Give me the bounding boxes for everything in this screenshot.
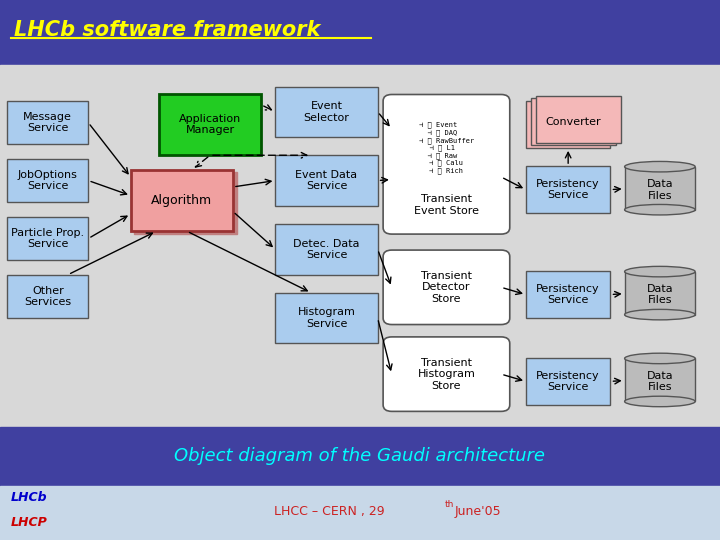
- FancyBboxPatch shape: [131, 170, 233, 231]
- Text: LHCb software framework: LHCb software framework: [14, 19, 321, 40]
- Text: Event Data
Service: Event Data Service: [295, 170, 358, 191]
- Text: Persistency
Service: Persistency Service: [536, 284, 600, 305]
- FancyBboxPatch shape: [526, 101, 611, 148]
- Text: Data
Files: Data Files: [647, 179, 673, 200]
- Text: Detec. Data
Service: Detec. Data Service: [293, 239, 360, 260]
- FancyBboxPatch shape: [7, 159, 89, 202]
- FancyBboxPatch shape: [275, 293, 377, 343]
- FancyBboxPatch shape: [383, 337, 510, 411]
- Text: Data
Files: Data Files: [647, 371, 673, 393]
- Text: LHCP: LHCP: [11, 516, 48, 530]
- FancyBboxPatch shape: [526, 358, 611, 405]
- Text: Transient
Event Store: Transient Event Store: [414, 194, 479, 215]
- Text: Histogram
Service: Histogram Service: [297, 307, 356, 329]
- Text: LHCC – CERN , 29: LHCC – CERN , 29: [274, 505, 384, 518]
- Text: Other
Services: Other Services: [24, 286, 71, 307]
- FancyBboxPatch shape: [275, 156, 377, 206]
- FancyBboxPatch shape: [275, 86, 377, 137]
- Text: JobOptions
Service: JobOptions Service: [18, 170, 78, 191]
- FancyBboxPatch shape: [383, 94, 510, 234]
- Bar: [624, 359, 696, 401]
- Text: Event
Selector: Event Selector: [304, 101, 349, 123]
- Ellipse shape: [624, 353, 696, 363]
- Text: June'05: June'05: [455, 505, 502, 518]
- FancyBboxPatch shape: [275, 224, 377, 275]
- Text: Particle Prop.
Service: Particle Prop. Service: [12, 228, 84, 249]
- Text: Converter: Converter: [545, 117, 601, 127]
- Text: Persistency
Service: Persistency Service: [536, 370, 600, 392]
- FancyBboxPatch shape: [7, 101, 89, 144]
- Bar: [0, 427, 720, 486]
- Text: Message
Service: Message Service: [23, 112, 72, 133]
- Ellipse shape: [624, 309, 696, 320]
- Bar: [624, 167, 696, 210]
- Text: Transient
Histogram
Store: Transient Histogram Store: [418, 357, 475, 391]
- FancyBboxPatch shape: [134, 172, 237, 234]
- Bar: [0, 486, 720, 540]
- FancyBboxPatch shape: [7, 217, 89, 260]
- Ellipse shape: [624, 205, 696, 215]
- FancyBboxPatch shape: [159, 94, 261, 156]
- Bar: [0, 0, 720, 65]
- Text: th: th: [444, 500, 454, 509]
- Bar: [0, 65, 720, 427]
- Text: ⊣ 📁 Event
  ⊣ 📁 DAQ
    ⊣ 📁 RawBuffer
  ⊣ 📁 L1
  ⊣ 📁 Raw
    ⊣ 📁 Calu
    ⊣ 📁 Ri: ⊣ 📁 Event ⊣ 📁 DAQ ⊣ 📁 RawBuffer ⊣ 📁 L1 ⊣…: [402, 122, 474, 174]
- FancyBboxPatch shape: [536, 96, 621, 143]
- Text: Persistency
Service: Persistency Service: [536, 179, 600, 200]
- Text: Object diagram of the Gaudi architecture: Object diagram of the Gaudi architecture: [174, 447, 546, 465]
- Text: Data
Files: Data Files: [647, 284, 673, 306]
- Text: LHCb: LHCb: [11, 490, 48, 504]
- FancyBboxPatch shape: [7, 275, 89, 318]
- Text: Algorithm: Algorithm: [151, 194, 212, 207]
- Ellipse shape: [624, 161, 696, 172]
- Text: Transient
Detector
Store: Transient Detector Store: [421, 271, 472, 304]
- Ellipse shape: [624, 396, 696, 407]
- FancyBboxPatch shape: [531, 98, 616, 145]
- Ellipse shape: [624, 266, 696, 277]
- FancyBboxPatch shape: [526, 166, 611, 213]
- Text: Application
Manager: Application Manager: [179, 114, 241, 136]
- FancyBboxPatch shape: [526, 271, 611, 318]
- Bar: [624, 272, 696, 315]
- FancyBboxPatch shape: [383, 250, 510, 325]
